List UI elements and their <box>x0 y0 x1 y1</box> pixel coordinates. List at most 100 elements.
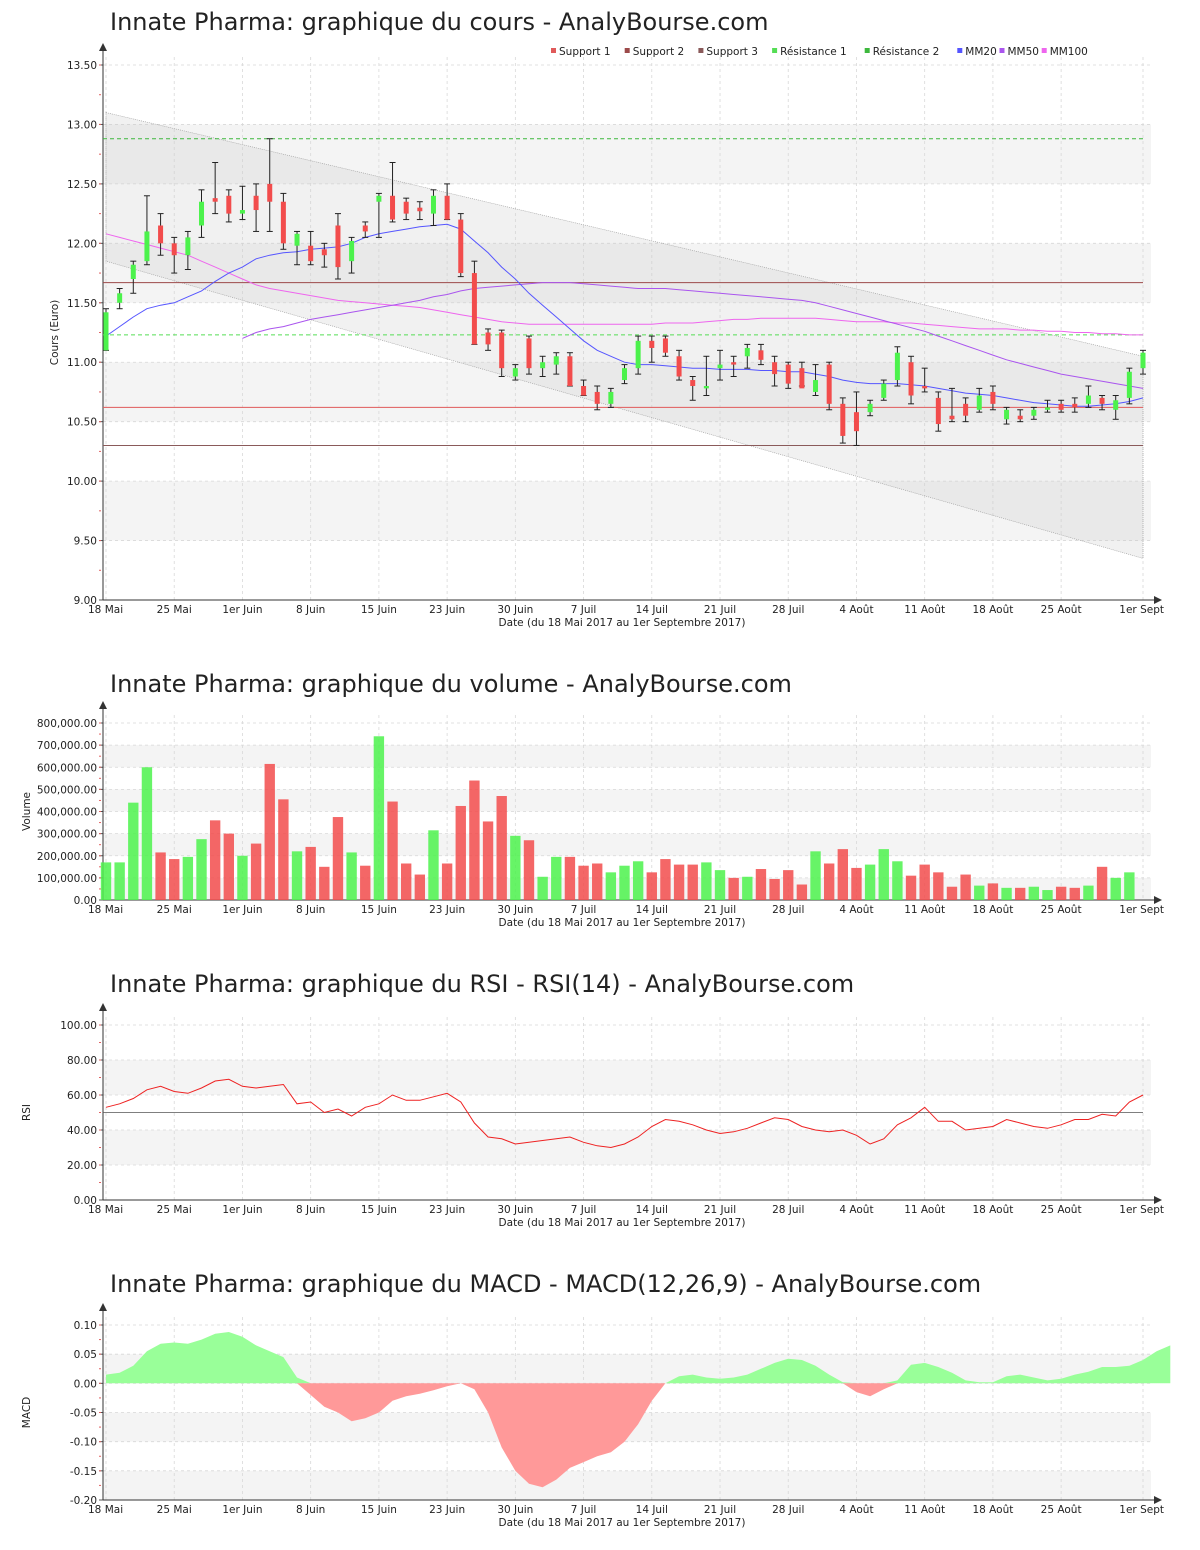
candle-body <box>294 233 300 246</box>
candle-body <box>676 356 682 377</box>
x-tick-label: 1er Sept <box>1119 1204 1164 1216</box>
volume-bar <box>346 852 357 900</box>
candle-body <box>280 201 286 244</box>
x-tick-label: 25 Août <box>1041 604 1082 616</box>
y-tick-label: 0.00 <box>74 1378 97 1390</box>
y-tick-label: 40.00 <box>67 1125 97 1137</box>
y-tick-label: -0.10 <box>70 1437 97 1449</box>
volume-bar <box>400 863 412 900</box>
x-axis-arrow <box>1154 896 1162 904</box>
volume-bar <box>1042 890 1053 900</box>
y-axis-label: Volume <box>21 792 33 831</box>
volume-bar <box>687 864 698 900</box>
volume-bar <box>387 801 398 900</box>
volume-bar <box>100 862 112 900</box>
x-tick-label: 28 Juil <box>772 904 804 916</box>
volume-bar <box>1096 866 1108 900</box>
grid-band <box>103 833 1151 856</box>
candle-body <box>171 243 177 256</box>
volume-bar <box>755 869 767 900</box>
candle-body <box>949 415 955 420</box>
x-tick-label: 7 Juil <box>571 1504 597 1516</box>
x-tick-label: 11 Août <box>904 604 945 616</box>
legend-swatch <box>624 48 630 53</box>
x-tick-label: 7 Juil <box>571 604 597 616</box>
candle-body <box>826 364 832 404</box>
candle-body <box>485 332 491 345</box>
x-tick-label: 7 Juil <box>571 1204 597 1216</box>
x-tick-label: 1er Juin <box>222 1204 262 1216</box>
x-tick-label: 25 Août <box>1041 1504 1082 1516</box>
x-tick-label: 15 Juin <box>361 1504 397 1516</box>
volume-bar <box>742 876 753 900</box>
candle-body <box>662 338 668 353</box>
candle-body <box>1031 409 1037 416</box>
legend-swatch <box>999 48 1005 53</box>
volume-bar <box>592 863 603 900</box>
y-axis-arrow <box>99 701 107 709</box>
candle-body <box>608 391 614 404</box>
candle-body <box>649 340 655 348</box>
x-tick-label: 11 Août <box>904 1504 945 1516</box>
candle-body <box>881 383 887 398</box>
x-tick-label: 11 Août <box>904 904 945 916</box>
volume-bar <box>1069 887 1080 900</box>
volume-bar <box>332 817 344 900</box>
grid-band <box>103 243 1151 303</box>
volume-bar <box>605 872 617 900</box>
candle-body <box>744 347 750 357</box>
legend-swatch <box>957 48 963 53</box>
volume-bar <box>646 872 657 900</box>
legend-item: MM50 <box>1008 46 1039 58</box>
volume-bar <box>905 875 917 900</box>
volume-bar <box>305 846 316 900</box>
x-tick-label: 21 Juil <box>704 1204 736 1216</box>
candle-body <box>567 356 573 386</box>
volume-bar <box>455 805 466 900</box>
volume-bar <box>660 859 671 900</box>
y-tick-label: 0.10 <box>74 1320 97 1332</box>
x-tick-label: 21 Juil <box>704 1504 736 1516</box>
x-tick-label: 28 Juil <box>772 1204 804 1216</box>
x-tick-label: 15 Juin <box>361 1204 397 1216</box>
x-tick-label: 14 Juil <box>636 604 668 616</box>
volume-bar <box>851 867 862 900</box>
x-axis-label: Date (du 18 Mai 2017 au 1er Septembre 20… <box>499 1217 746 1229</box>
x-tick-label: 18 Août <box>972 1504 1013 1516</box>
candle-body <box>103 312 109 351</box>
candle-body <box>990 391 996 404</box>
y-tick-label: -0.15 <box>70 1466 97 1478</box>
y-tick-label: 100.00 <box>60 1020 97 1032</box>
volume-bar <box>701 862 712 900</box>
candle-body <box>1072 403 1078 408</box>
x-tick-label: 8 Juin <box>296 1504 325 1516</box>
volume-bar <box>1110 877 1121 900</box>
y-tick-label: 200,000.00 <box>37 851 97 863</box>
candle-body <box>335 225 341 268</box>
x-tick-label: 18 Mai <box>88 604 123 616</box>
y-axis-arrow <box>99 1303 107 1311</box>
candle-body <box>239 210 245 214</box>
candle-body <box>499 332 505 369</box>
x-tick-label: 25 Mai <box>157 604 192 616</box>
x-tick-label: 4 Août <box>839 604 873 616</box>
x-tick-label: 28 Juil <box>772 604 804 616</box>
volume-bar <box>728 877 739 900</box>
candle-body <box>635 340 641 369</box>
x-tick-label: 18 Mai <box>88 904 123 916</box>
x-tick-label: 23 Juin <box>429 1204 465 1216</box>
candle-body <box>376 195 382 202</box>
x-tick-label: 15 Juin <box>361 604 397 616</box>
x-tick-label: 7 Juil <box>571 904 597 916</box>
candle-body <box>785 364 791 384</box>
volume-bar <box>810 851 821 900</box>
mm100-line <box>105 233 1143 336</box>
y-axis-arrow <box>99 1003 107 1011</box>
volume-bar <box>182 856 194 900</box>
candle-body <box>158 225 164 244</box>
volume-bar <box>128 802 139 900</box>
y-tick-label: 10.00 <box>67 476 97 488</box>
volume-bar <box>551 856 562 900</box>
x-tick-label: 18 Août <box>972 904 1013 916</box>
candle-body <box>362 225 368 232</box>
